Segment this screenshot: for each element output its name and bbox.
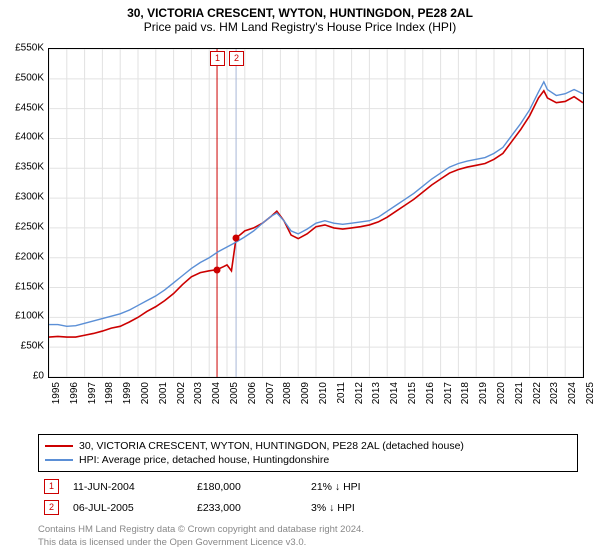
x-axis-label: 2025 bbox=[585, 382, 596, 404]
x-axis-label: 2017 bbox=[443, 382, 454, 404]
x-axis-label: 2010 bbox=[318, 382, 329, 404]
y-axis-label: £500K bbox=[15, 72, 44, 83]
legend-label: HPI: Average price, detached house, Hunt… bbox=[79, 454, 329, 466]
x-axis-label: 2014 bbox=[389, 382, 400, 404]
plot-region: 12 bbox=[48, 48, 584, 378]
x-axis-label: 2013 bbox=[371, 382, 382, 404]
x-axis-label: 2004 bbox=[211, 382, 222, 404]
y-axis-label: £350K bbox=[15, 162, 44, 173]
x-axis-label: 2001 bbox=[158, 382, 169, 404]
sale-row-marker: 2 bbox=[44, 500, 59, 515]
x-axis-label: 2012 bbox=[354, 382, 365, 404]
chart-title: 30, VICTORIA CRESCENT, WYTON, HUNTINGDON… bbox=[0, 0, 600, 20]
sale-marker-badge: 2 bbox=[229, 51, 244, 66]
footer-line-1: Contains HM Land Registry data © Crown c… bbox=[38, 524, 364, 537]
x-axis-label: 2024 bbox=[567, 382, 578, 404]
sale-dot bbox=[233, 235, 240, 242]
sales-table: 1 11-JUN-2004 £180,000 21% ↓ HPI 2 06-JUL-200… bbox=[38, 476, 578, 518]
legend-swatch bbox=[45, 459, 73, 461]
x-axis-label: 2018 bbox=[460, 382, 471, 404]
footer-attribution: Contains HM Land Registry data © Crown c… bbox=[38, 524, 364, 550]
footer-line-2: This data is licensed under the Open Gov… bbox=[38, 537, 364, 550]
x-axis-label: 2016 bbox=[425, 382, 436, 404]
x-axis-label: 1995 bbox=[51, 382, 62, 404]
sale-row: 2 06-JUL-2005 £233,000 3% ↓ HPI bbox=[38, 497, 578, 518]
chart-container: 30, VICTORIA CRESCENT, WYTON, HUNTINGDON… bbox=[0, 0, 600, 560]
y-axis-label: £150K bbox=[15, 281, 44, 292]
chart-area: 12 £0£50K£100K£150K£200K£250K£300K£350K£… bbox=[48, 48, 584, 398]
sale-price: £180,000 bbox=[197, 481, 297, 493]
x-axis-label: 2011 bbox=[336, 382, 347, 404]
y-axis-label: £200K bbox=[15, 251, 44, 262]
legend-item: HPI: Average price, detached house, Hunt… bbox=[45, 453, 571, 467]
x-axis-label: 2000 bbox=[140, 382, 151, 404]
x-axis-label: 2006 bbox=[247, 382, 258, 404]
x-axis-label: 2008 bbox=[282, 382, 293, 404]
plot-svg bbox=[49, 49, 583, 377]
y-axis-label: £400K bbox=[15, 132, 44, 143]
legend-swatch bbox=[45, 445, 73, 447]
x-axis-label: 2003 bbox=[193, 382, 204, 404]
x-axis-label: 1996 bbox=[69, 382, 80, 404]
sale-date: 06-JUL-2005 bbox=[73, 502, 183, 514]
x-axis-label: 2020 bbox=[496, 382, 507, 404]
y-axis-label: £550K bbox=[15, 43, 44, 54]
x-axis-label: 2005 bbox=[229, 382, 240, 404]
x-axis-label: 2009 bbox=[300, 382, 311, 404]
sale-row: 1 11-JUN-2004 £180,000 21% ↓ HPI bbox=[38, 476, 578, 497]
y-axis-label: £100K bbox=[15, 311, 44, 322]
x-axis-label: 1998 bbox=[104, 382, 115, 404]
x-axis-label: 2021 bbox=[514, 382, 525, 404]
x-axis-label: 2002 bbox=[176, 382, 187, 404]
x-axis-label: 2022 bbox=[532, 382, 543, 404]
y-axis-label: £300K bbox=[15, 192, 44, 203]
sale-pct-vs-hpi: 3% ↓ HPI bbox=[311, 502, 391, 514]
sale-pct-vs-hpi: 21% ↓ HPI bbox=[311, 481, 391, 493]
legend-box: 30, VICTORIA CRESCENT, WYTON, HUNTINGDON… bbox=[38, 434, 578, 472]
sale-date: 11-JUN-2004 bbox=[73, 481, 183, 493]
x-axis-label: 1997 bbox=[87, 382, 98, 404]
sale-price: £233,000 bbox=[197, 502, 297, 514]
x-axis-label: 1999 bbox=[122, 382, 133, 404]
chart-subtitle: Price paid vs. HM Land Registry's House … bbox=[0, 20, 600, 38]
x-axis-label: 2015 bbox=[407, 382, 418, 404]
legend-label: 30, VICTORIA CRESCENT, WYTON, HUNTINGDON… bbox=[79, 440, 464, 452]
y-axis-label: £0 bbox=[33, 371, 44, 382]
x-axis-label: 2023 bbox=[549, 382, 560, 404]
sale-marker-badge: 1 bbox=[210, 51, 225, 66]
y-axis-label: £250K bbox=[15, 221, 44, 232]
y-axis-label: £450K bbox=[15, 102, 44, 113]
sale-row-marker: 1 bbox=[44, 479, 59, 494]
x-axis-label: 2019 bbox=[478, 382, 489, 404]
legend-item: 30, VICTORIA CRESCENT, WYTON, HUNTINGDON… bbox=[45, 439, 571, 453]
y-axis-label: £50K bbox=[21, 341, 44, 352]
sale-dot bbox=[214, 266, 221, 273]
x-axis-label: 2007 bbox=[265, 382, 276, 404]
